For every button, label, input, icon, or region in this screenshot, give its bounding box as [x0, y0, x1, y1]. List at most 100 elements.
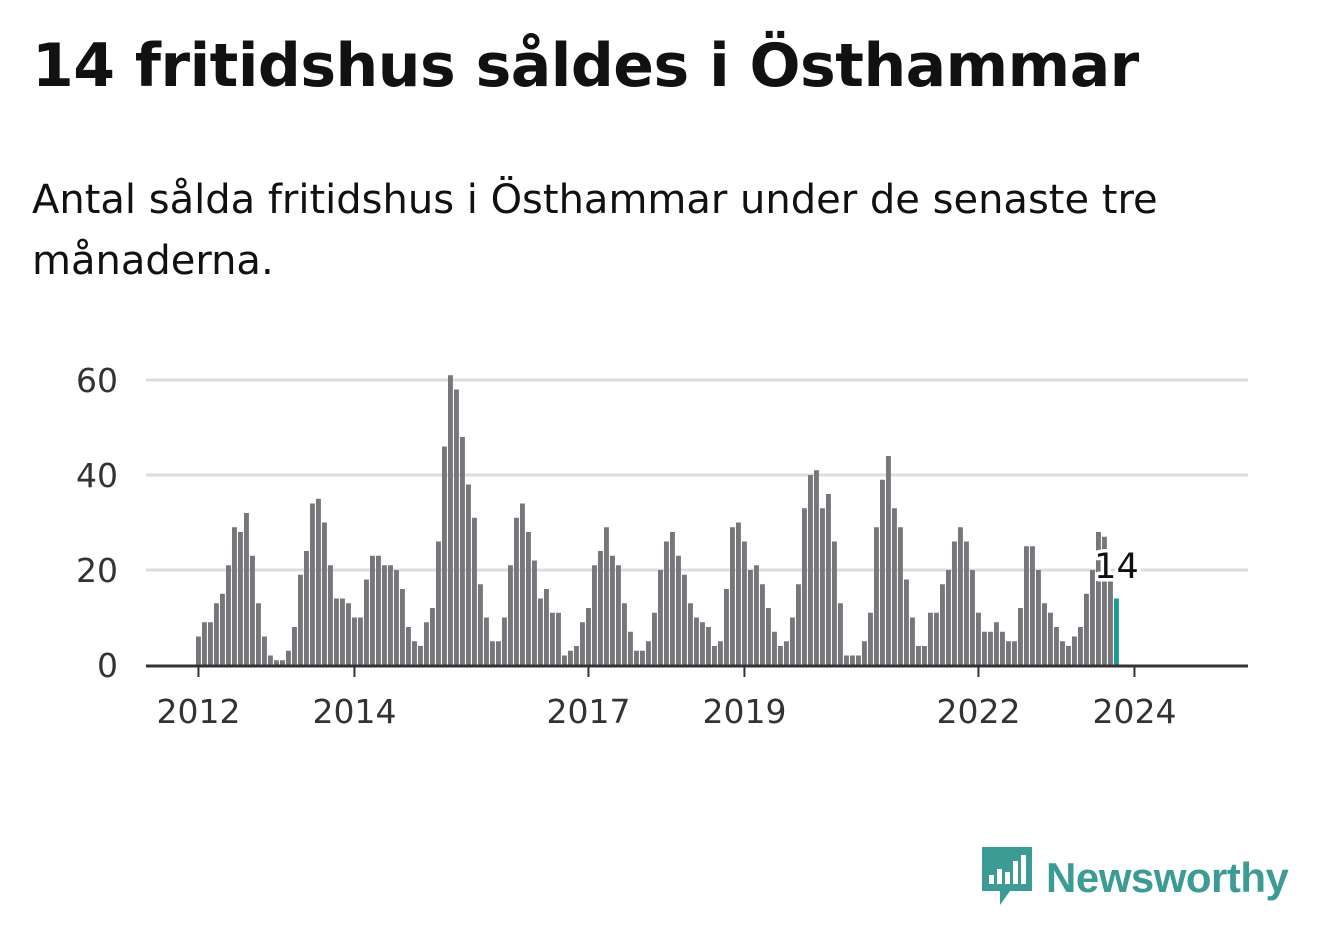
bar — [1036, 570, 1041, 665]
bar — [586, 608, 591, 665]
bar — [742, 541, 747, 665]
bar — [304, 551, 309, 665]
bar — [946, 570, 951, 665]
bar — [412, 641, 417, 665]
y-tick-label: 60 — [76, 361, 118, 400]
bar — [202, 622, 207, 665]
y-tick-label: 40 — [76, 456, 118, 495]
bar — [922, 646, 927, 665]
bar — [898, 527, 903, 665]
tick-labels: 0 20 40 60 2012 2014 2017 2019 2022 2024 14 — [76, 361, 1176, 731]
bar — [322, 522, 327, 665]
bar — [1018, 608, 1023, 665]
bar — [550, 612, 555, 665]
bar — [976, 612, 981, 665]
bar — [214, 603, 219, 665]
bar — [766, 608, 771, 665]
bar — [910, 617, 915, 665]
bar — [292, 627, 297, 665]
bar-chart-speech-bubble-icon — [980, 845, 1034, 911]
bar — [724, 589, 729, 665]
bar — [1030, 546, 1035, 665]
bar — [622, 603, 627, 665]
bar — [712, 646, 717, 665]
bar — [886, 456, 891, 665]
bar — [862, 641, 867, 665]
bar — [448, 375, 453, 665]
bar — [358, 617, 363, 665]
bar — [832, 541, 837, 665]
bar — [580, 622, 585, 665]
bars — [196, 375, 1119, 665]
chart-title: 14 fritidshus såldes i Östhammar — [32, 31, 1139, 101]
bar — [1108, 574, 1113, 665]
bar — [844, 655, 849, 665]
bar — [778, 646, 783, 665]
bar — [376, 555, 381, 665]
bar — [562, 655, 567, 665]
bar — [196, 636, 201, 665]
bar — [904, 579, 909, 665]
x-tick-label: 2019 — [702, 692, 786, 731]
bar — [436, 541, 441, 665]
bar — [934, 612, 939, 665]
bar — [1000, 631, 1005, 665]
bar — [460, 437, 465, 665]
bar — [370, 555, 375, 665]
bar — [472, 517, 477, 665]
bar — [598, 551, 603, 665]
bar — [484, 617, 489, 665]
bar — [616, 565, 621, 665]
bar — [1066, 646, 1071, 665]
bar — [802, 508, 807, 665]
bar — [1078, 627, 1083, 665]
bar — [316, 498, 321, 665]
bar — [856, 655, 861, 665]
bar — [526, 532, 531, 665]
bar — [508, 565, 513, 665]
bar — [604, 527, 609, 665]
bar — [274, 660, 279, 665]
bar — [334, 598, 339, 665]
bar — [736, 522, 741, 665]
bar — [748, 570, 753, 665]
bar — [730, 527, 735, 665]
bar — [688, 603, 693, 665]
highlight-value-label: 14 — [1094, 547, 1139, 587]
bar — [994, 622, 999, 665]
bar — [556, 612, 561, 665]
bar — [1090, 570, 1095, 665]
bar — [244, 513, 249, 665]
bar — [814, 470, 819, 665]
bar — [868, 612, 873, 665]
bar — [826, 494, 831, 665]
bar — [310, 503, 315, 665]
bar — [490, 641, 495, 665]
bar — [496, 641, 501, 665]
bar — [1060, 641, 1065, 665]
bar — [718, 641, 723, 665]
bar — [970, 570, 975, 665]
bar — [1042, 603, 1047, 665]
bar — [592, 565, 597, 665]
bar — [382, 565, 387, 665]
bar — [280, 660, 285, 665]
bar — [760, 584, 765, 665]
bar — [628, 631, 633, 665]
bar — [364, 579, 369, 665]
bar — [880, 479, 885, 665]
bar — [424, 622, 429, 665]
bar — [706, 627, 711, 665]
bar — [610, 555, 615, 665]
bar — [658, 570, 663, 665]
bar — [952, 541, 957, 665]
bar-chart: 0 20 40 60 2012 2014 2017 2019 2022 2024 14 — [76, 361, 1248, 731]
y-tick-label: 0 — [97, 646, 118, 685]
bar — [634, 650, 639, 665]
bar — [238, 532, 243, 665]
bar — [250, 555, 255, 665]
bar — [1012, 641, 1017, 665]
bar — [226, 565, 231, 665]
bar — [406, 627, 411, 665]
x-tick-label: 2012 — [156, 692, 240, 731]
